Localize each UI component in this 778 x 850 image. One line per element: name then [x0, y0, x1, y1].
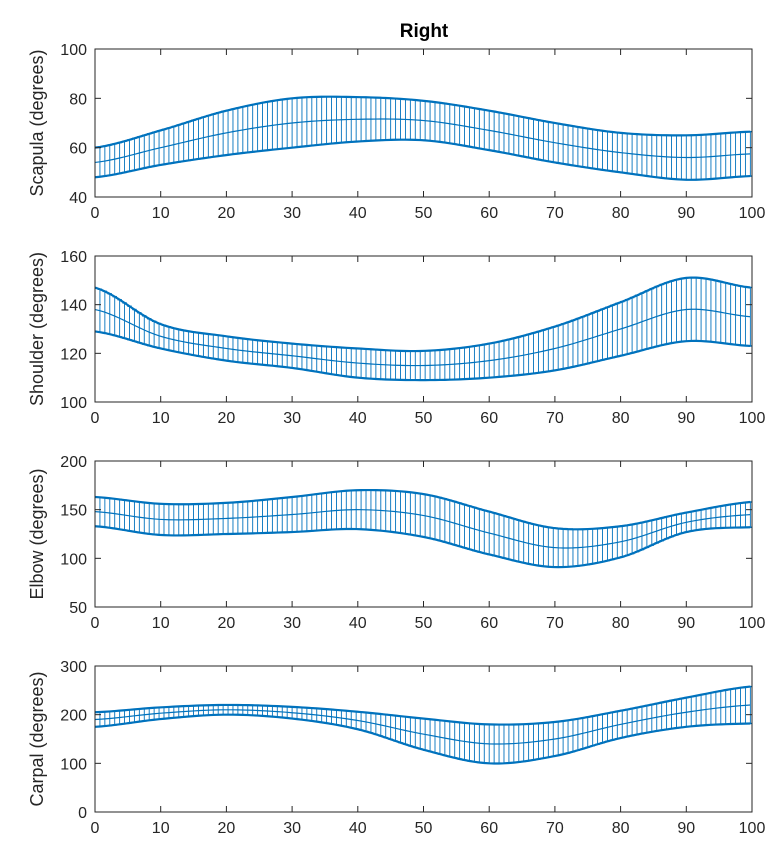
mean-line	[95, 118, 751, 164]
x-tick-label: 30	[283, 410, 301, 427]
upper-bound-line	[95, 488, 751, 531]
x-tick-label: 40	[349, 205, 367, 222]
lower-bound-line	[95, 713, 751, 765]
x-tick-label: 60	[480, 205, 498, 222]
x-tick-label: 30	[283, 615, 301, 632]
x-tick-label: 10	[152, 410, 170, 427]
y-tick-label: 100	[60, 756, 87, 773]
lower-bound-line	[95, 330, 751, 382]
x-tick-label: 80	[612, 615, 630, 632]
x-tick-label: 50	[415, 410, 433, 427]
lower-bound-line	[95, 525, 751, 569]
x-tick-label: 80	[612, 205, 630, 222]
x-tick-label: 90	[677, 615, 695, 632]
x-tick-label: 60	[480, 410, 498, 427]
x-tick-label: 50	[415, 205, 433, 222]
y-tick-label: 60	[69, 141, 87, 158]
x-tick-label: 10	[152, 615, 170, 632]
figure-title: Right	[400, 21, 449, 42]
x-tick-label: 90	[677, 820, 695, 837]
x-tick-label: 100	[739, 205, 766, 222]
upper-bound-line	[95, 95, 751, 149]
y-tick-label: 100	[60, 551, 87, 568]
subplot-2: 0 10 20 30 40 50 60 70 80 90 100 100 120 140 160 Should…	[27, 249, 765, 427]
x-tick-label: 0	[91, 410, 100, 427]
upper-bound-line	[95, 276, 751, 353]
x-tick-label: 80	[612, 820, 630, 837]
x-tick-label: 50	[415, 820, 433, 837]
upper-bound-line	[95, 685, 751, 726]
y-axis-label: Scapula (degrees)	[27, 49, 47, 196]
y-tick-label: 160	[60, 249, 87, 266]
y-tick-label: 0	[78, 805, 87, 822]
x-tick-label: 0	[91, 205, 100, 222]
x-tick-label: 40	[349, 615, 367, 632]
y-tick-label: 80	[69, 91, 87, 108]
y-tick-label: 140	[60, 298, 87, 315]
y-tick-label: 300	[60, 659, 87, 676]
mean-line	[95, 704, 751, 745]
x-tick-label: 20	[218, 820, 236, 837]
x-tick-label: 50	[415, 615, 433, 632]
x-tick-label: 100	[739, 410, 766, 427]
x-tick-label: 40	[349, 820, 367, 837]
y-tick-label: 100	[60, 395, 87, 412]
x-tick-label: 90	[677, 410, 695, 427]
y-tick-label: 200	[60, 708, 87, 725]
y-axis-label: Elbow (degrees)	[27, 468, 47, 599]
data-layer	[95, 276, 752, 382]
x-tick-label: 100	[739, 820, 766, 837]
x-tick-label: 70	[546, 820, 564, 837]
mean-line	[95, 509, 751, 549]
y-tick-label: 200	[60, 454, 87, 471]
x-tick-label: 10	[152, 205, 170, 222]
data-layer	[95, 685, 752, 765]
x-tick-label: 20	[218, 615, 236, 632]
subplot-1: 0 10 20 30 40 50 60 70 80 90 100 40 60 80 100 Scapula (…	[27, 42, 765, 222]
x-tick-label: 80	[612, 410, 630, 427]
y-axis-label: Carpal (degrees)	[27, 671, 47, 806]
axes-box	[94, 665, 753, 813]
x-tick-label: 30	[283, 820, 301, 837]
y-tick-label: 100	[60, 42, 87, 59]
x-tick-label: 0	[91, 615, 100, 632]
y-tick-label: 50	[69, 600, 87, 617]
mean-line	[95, 308, 751, 367]
x-tick-label: 60	[480, 820, 498, 837]
x-tick-label: 10	[152, 820, 170, 837]
x-tick-label: 70	[546, 410, 564, 427]
x-tick-label: 0	[91, 820, 100, 837]
x-tick-label: 70	[546, 205, 564, 222]
lower-bound-line	[95, 138, 751, 181]
y-axis-label: Shoulder (degrees)	[27, 252, 47, 406]
subplot-4: 0 10 20 30 40 50 60 70 80 90 100 0 100 200 300 Carpal (…	[27, 659, 765, 837]
x-tick-label: 20	[218, 410, 236, 427]
y-tick-label: 40	[69, 190, 87, 207]
y-tick-label: 150	[60, 503, 87, 520]
x-tick-label: 90	[677, 205, 695, 222]
y-tick-label: 120	[60, 346, 87, 363]
data-layer	[95, 95, 752, 181]
x-tick-label: 20	[218, 205, 236, 222]
x-tick-label: 30	[283, 205, 301, 222]
x-tick-label: 100	[739, 615, 766, 632]
x-tick-label: 40	[349, 410, 367, 427]
x-tick-label: 60	[480, 615, 498, 632]
x-tick-label: 70	[546, 615, 564, 632]
subplot-3: 0 10 20 30 40 50 60 70 80 90 100 50 100 150 200 Elbow (…	[27, 454, 765, 632]
data-layer	[95, 488, 752, 569]
